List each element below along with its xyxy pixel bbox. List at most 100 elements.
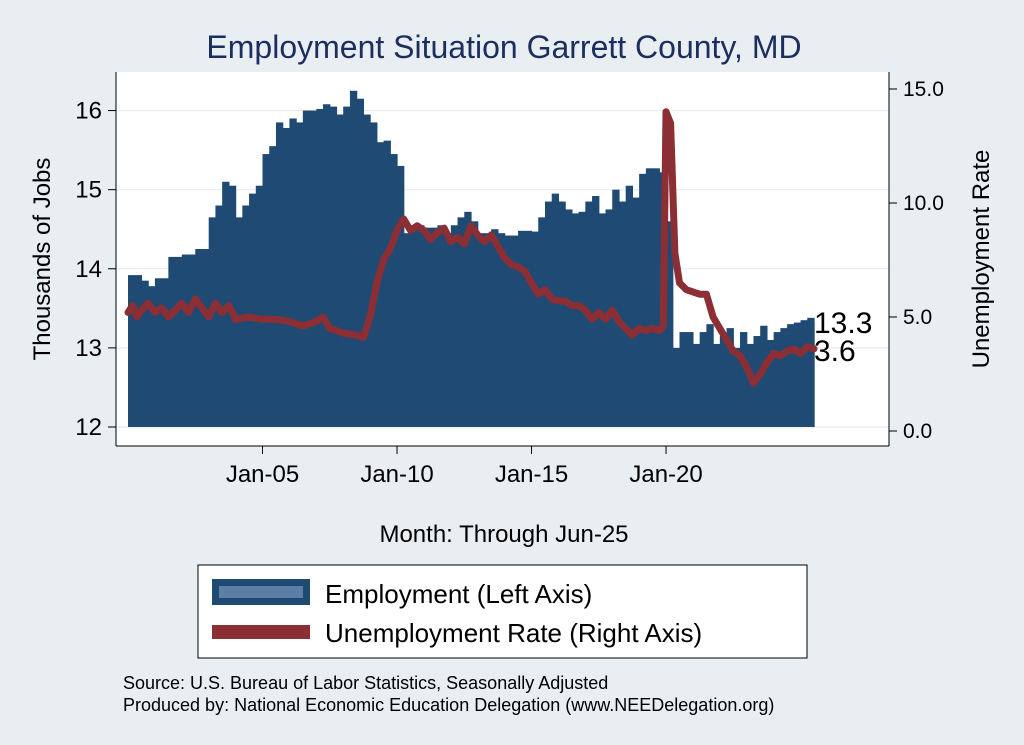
employment-bar bbox=[329, 106, 338, 427]
employment-bar bbox=[760, 325, 768, 427]
employment-bar bbox=[672, 347, 681, 427]
y-axis-right-label: Unemployment Rate bbox=[968, 150, 995, 369]
employment-bar bbox=[719, 336, 728, 427]
employment-bar bbox=[363, 114, 371, 427]
employment-bar bbox=[148, 286, 156, 427]
employment-bar bbox=[504, 235, 519, 427]
employment-bar bbox=[477, 233, 492, 427]
legend-label-unemployment: Unemployment Rate (Right Axis) bbox=[325, 618, 702, 648]
x-axis-ticks: Jan-05 Jan-10 Jan-15 Jan-20 bbox=[226, 446, 703, 488]
employment-bar bbox=[168, 256, 183, 427]
employment-bar bbox=[181, 254, 196, 427]
employment-bar bbox=[296, 122, 304, 427]
x-tick-label: Jan-20 bbox=[629, 461, 702, 488]
producer-note: Produced by: National Economic Education… bbox=[123, 695, 774, 715]
employment-bar bbox=[538, 217, 546, 427]
employment-bar bbox=[383, 140, 391, 427]
employment-bar bbox=[787, 324, 795, 427]
employment-bar bbox=[766, 339, 775, 427]
employment-bar bbox=[316, 108, 324, 428]
employment-bar bbox=[154, 278, 169, 427]
employment-bar bbox=[343, 106, 351, 427]
employment-bar bbox=[471, 221, 479, 427]
legend-swatch-employment-inner bbox=[219, 586, 303, 598]
chart-title: Employment Situation Garrett County, MD bbox=[206, 29, 801, 65]
employment-bar bbox=[551, 193, 560, 427]
employment-bar bbox=[612, 189, 620, 427]
employment-bar bbox=[773, 332, 781, 427]
employment-bar bbox=[699, 332, 707, 427]
employment-bar bbox=[397, 165, 405, 427]
employment-last-value-label: 13.3 bbox=[814, 307, 872, 340]
employment-bar bbox=[679, 332, 687, 427]
employment-bar bbox=[302, 110, 317, 428]
employment-bar bbox=[692, 343, 701, 427]
legend: Employment (Left Axis) Unemployment Rate… bbox=[197, 564, 808, 659]
employment-bar bbox=[800, 320, 808, 427]
unemployment-line-group bbox=[124, 108, 818, 387]
employment-bar bbox=[336, 114, 344, 427]
employment-bar bbox=[195, 249, 210, 427]
y-right-tick-label: 0.0 bbox=[903, 420, 932, 443]
employment-bar bbox=[141, 280, 149, 427]
employment-bar bbox=[518, 230, 533, 427]
employment-bar bbox=[491, 229, 499, 427]
x-tick-label: Jan-15 bbox=[495, 461, 568, 488]
employment-bar bbox=[686, 332, 694, 427]
employment-bar bbox=[639, 173, 647, 427]
employment-bar bbox=[390, 154, 398, 428]
employment-bar bbox=[282, 127, 291, 428]
employment-bar bbox=[733, 347, 741, 427]
employment-bar bbox=[645, 168, 654, 427]
employment-bar bbox=[208, 217, 217, 427]
x-tick-label: Jan-10 bbox=[360, 461, 433, 488]
employment-bar bbox=[128, 275, 143, 427]
y-left-tick-label: 12 bbox=[75, 414, 102, 441]
employment-bar bbox=[652, 168, 660, 427]
employment-bar bbox=[706, 324, 714, 427]
x-tick-label: Jan-05 bbox=[226, 461, 299, 488]
employment-bar bbox=[356, 98, 364, 427]
employment-bar bbox=[289, 118, 297, 427]
employment-bar bbox=[370, 122, 378, 427]
employment-bar bbox=[437, 225, 445, 427]
employment-bar bbox=[249, 193, 257, 427]
employment-bar bbox=[275, 122, 284, 427]
employment-bar bbox=[565, 209, 573, 427]
employment-bar bbox=[746, 343, 755, 427]
employment-bar bbox=[376, 142, 385, 427]
legend-swatch-unemployment bbox=[212, 625, 310, 639]
employment-bar bbox=[262, 154, 270, 428]
employment-bar bbox=[578, 211, 586, 427]
employment-bar bbox=[410, 227, 418, 427]
employment-bar bbox=[740, 332, 748, 427]
employment-bar bbox=[255, 185, 264, 427]
employment-bar bbox=[450, 225, 459, 427]
y-left-tick-label: 13 bbox=[75, 335, 102, 362]
employment-bar bbox=[403, 233, 412, 427]
employment-bar bbox=[417, 225, 425, 427]
employment-bar bbox=[558, 201, 566, 427]
y-axis-left-label: Thousands of Jobs bbox=[29, 158, 56, 361]
employment-bar bbox=[780, 328, 788, 427]
employment-bar bbox=[807, 317, 815, 427]
employment-bar bbox=[544, 201, 553, 427]
employment-bar bbox=[814, 321, 815, 427]
y-left-tick-label: 16 bbox=[75, 98, 102, 125]
employment-bar bbox=[571, 213, 580, 427]
left-axis-ticks: 12 13 14 15 16 bbox=[75, 98, 116, 441]
employment-bar bbox=[457, 217, 465, 427]
unemployment-line bbox=[124, 108, 818, 387]
y-left-tick-label: 15 bbox=[75, 177, 102, 204]
x-axis-label: Month: Through Jun-25 bbox=[379, 521, 628, 548]
employment-bar bbox=[618, 201, 627, 427]
employment-bar bbox=[793, 322, 802, 427]
employment-bar bbox=[497, 233, 506, 427]
right-axis-ticks: 0.0 5.0 10.0 15.0 bbox=[889, 78, 944, 443]
source-note: Source: U.S. Bureau of Labor Statistics,… bbox=[123, 673, 608, 693]
employment-bar bbox=[666, 221, 674, 427]
employment-bar bbox=[713, 343, 721, 427]
y-right-tick-label: 10.0 bbox=[903, 192, 944, 215]
